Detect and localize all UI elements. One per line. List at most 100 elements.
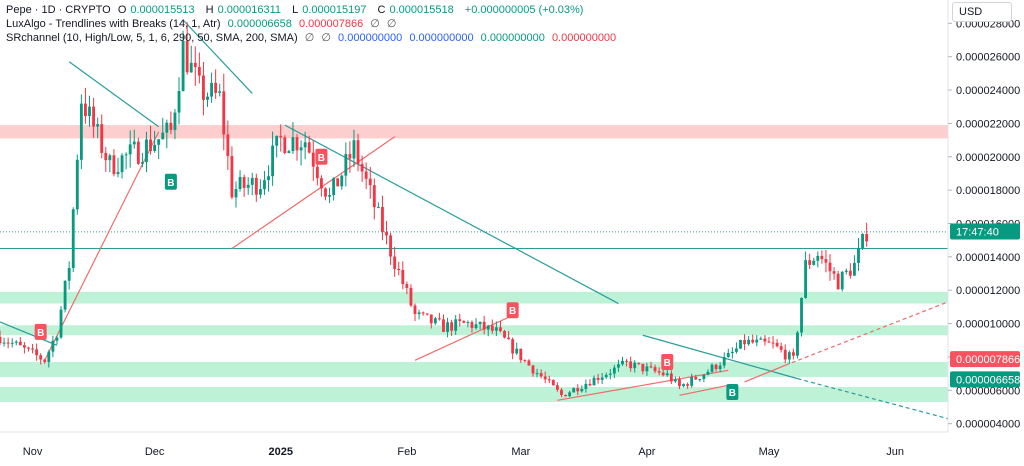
candle	[417, 309, 421, 320]
y-tick-label: 0.000014000	[956, 252, 1020, 264]
candle	[800, 297, 803, 337]
candle-body	[120, 155, 124, 173]
candle-body	[116, 172, 120, 175]
candle	[202, 61, 205, 116]
candle	[393, 246, 397, 277]
candle	[55, 335, 59, 345]
candle-body	[726, 353, 730, 358]
candle	[51, 335, 55, 358]
candle-body	[466, 322, 470, 324]
candle-body	[246, 184, 250, 188]
candle-body	[173, 112, 177, 130]
candle-body	[694, 376, 698, 380]
price-label-box	[950, 371, 1020, 388]
y-tick-label: 0.000020000	[956, 152, 1020, 164]
trendline-2	[284, 124, 619, 305]
y-tick-label: 0.000004000	[956, 419, 1020, 431]
candle-body	[385, 232, 388, 236]
candle-body	[844, 270, 848, 272]
legend-open-label: O	[117, 4, 127, 16]
candle-body	[600, 377, 604, 380]
legend-srchannel-name[interactable]: SRchannel (10, High/Low, 5, 1, 6, 290, 5…	[6, 32, 298, 44]
legend-high-label: H	[205, 4, 214, 16]
candle	[372, 178, 376, 220]
candle	[328, 187, 331, 204]
currency-button[interactable]: USD	[952, 2, 1012, 22]
price-label-box	[950, 223, 1020, 240]
candle	[861, 233, 864, 250]
candle-body	[10, 342, 14, 344]
candle-body	[791, 352, 795, 356]
sr-zone-4	[0, 386, 948, 402]
legend-symbol-line: Pepe · 1D · CRYPTO O 0.000015513 H 0.00001…	[6, 3, 587, 17]
candle-body	[718, 365, 722, 370]
break-label-text: B	[664, 358, 671, 369]
candle-body	[0, 336, 2, 344]
break-labels: B B B B B B	[34, 148, 739, 400]
candle-body	[328, 195, 331, 197]
candle-body	[519, 348, 523, 361]
legend-luxalgo-name[interactable]: LuxAlgo - Trendlines with Breaks (14, 1,…	[6, 18, 221, 30]
candle-body	[442, 319, 445, 332]
candle-body	[275, 135, 279, 146]
candle	[425, 313, 429, 316]
candle	[466, 320, 470, 328]
candle-body	[828, 262, 832, 272]
break-label-2: B	[315, 148, 328, 165]
trendline-3	[0, 321, 58, 346]
candle	[226, 120, 230, 170]
break-label-text: B	[729, 388, 736, 399]
candle	[739, 339, 742, 350]
candle	[336, 178, 340, 187]
candle-body	[612, 367, 616, 374]
candle-body	[63, 280, 67, 310]
x-tick-label: Jun	[886, 446, 904, 458]
candle	[185, 22, 189, 75]
candle-body	[287, 151, 291, 154]
candle-body	[482, 321, 486, 330]
candle	[303, 131, 307, 160]
x-tick-label: 2025	[268, 446, 292, 458]
candle	[494, 321, 498, 336]
candle	[153, 130, 157, 153]
candle-body	[100, 124, 104, 153]
candle	[702, 374, 706, 383]
candle	[710, 363, 714, 374]
candle	[39, 353, 43, 365]
candle	[673, 376, 677, 383]
candle-body	[637, 362, 641, 364]
candle	[816, 251, 820, 268]
sr-zone-0	[0, 125, 948, 139]
candle	[458, 313, 462, 327]
candle-body	[22, 345, 26, 348]
candle-body	[499, 327, 502, 332]
candle-body	[189, 62, 193, 73]
candle-body	[673, 379, 677, 382]
candle	[197, 52, 201, 84]
legend-high: H 0.000016311	[206, 4, 285, 16]
legend-symbol[interactable]: Pepe · 1D · CRYPTO	[6, 4, 111, 16]
candle	[604, 372, 608, 379]
candle	[356, 133, 360, 172]
candle	[368, 166, 372, 199]
candle	[405, 281, 409, 295]
candle	[751, 334, 755, 344]
candle-body	[539, 373, 543, 377]
candle	[665, 369, 669, 377]
candle	[242, 174, 246, 197]
candle-body	[299, 147, 303, 151]
candle	[59, 306, 63, 339]
candle-body	[43, 359, 47, 363]
candle	[450, 319, 454, 336]
candle	[35, 343, 39, 361]
candle-body	[633, 362, 637, 369]
candle-body	[197, 67, 201, 76]
candle-body	[324, 188, 327, 197]
candle	[0, 330, 2, 345]
candle	[385, 220, 388, 245]
candle	[437, 312, 441, 321]
candle	[625, 358, 628, 367]
x-tick-label: May	[759, 446, 780, 458]
candle-body	[267, 176, 270, 181]
